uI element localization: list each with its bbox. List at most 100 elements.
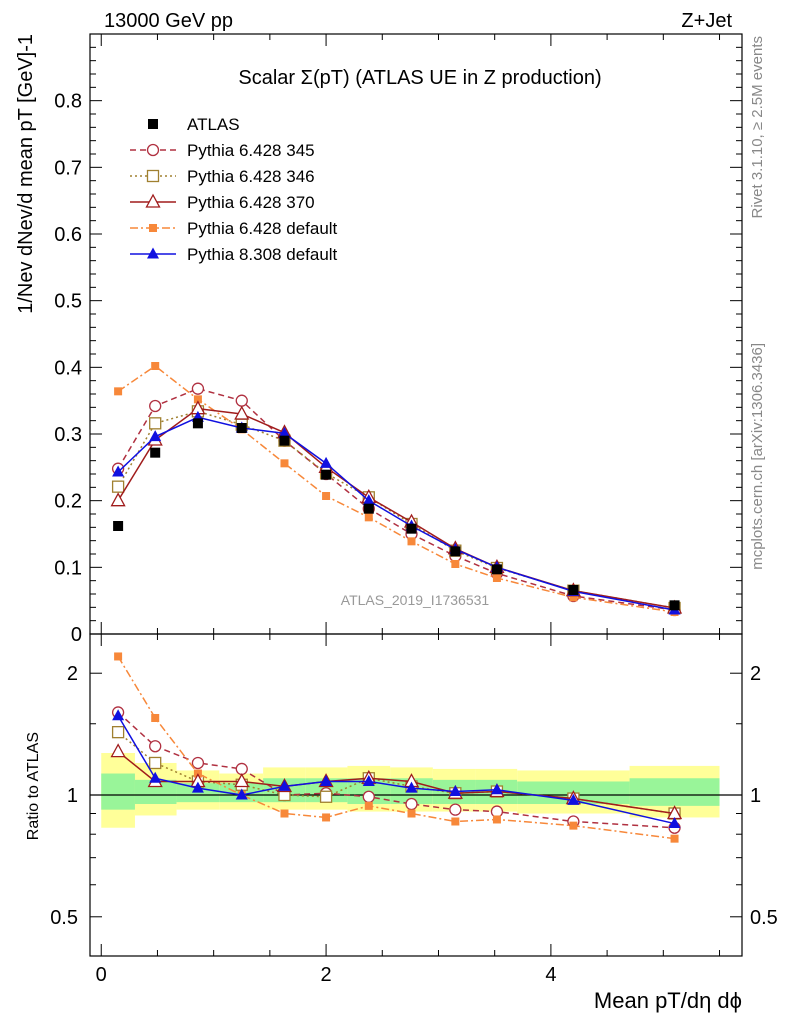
main-y-tick-label: 0.6 [54, 224, 82, 246]
data-point-atlas [450, 546, 461, 557]
ratio-point-pythia-6-428-default [364, 801, 373, 810]
data-point-pythia-6-428-345 [149, 399, 162, 413]
ratio-point-pythia-6-428-345 [149, 740, 162, 753]
legend-label-pythia-6-428-default: Pythia 6.428 default [187, 219, 338, 238]
series-atlas-data [113, 418, 680, 611]
ratio-y-tick-label-right: 2 [750, 663, 761, 685]
data-point-atlas [321, 469, 332, 480]
main-y-tick-label: 0.5 [54, 291, 82, 313]
main-y-axis-label: 1/Nev dNev/d mean pT [GeV]-1 [15, 34, 37, 314]
legend: ATLAS Pythia 6.428 345 Pythia 6.428 346 Pyt… [130, 115, 338, 264]
data-point-pythia-6-428-345 [235, 394, 248, 407]
data-point-atlas [192, 418, 203, 429]
ratio-point-pythia-6-428-346 [149, 756, 162, 770]
ratio-point-pythia-8-308-default [362, 774, 375, 786]
data-point-pythia-6-428-default [193, 395, 202, 404]
data-point-pythia-6-428-345 [191, 382, 205, 395]
ratio-y-tick-label: 2 [67, 663, 78, 685]
data-point-atlas [491, 564, 502, 575]
ratio-point-pythia-6-428-default [280, 809, 289, 818]
ratio-line-pythia-6-428-345 [117, 711, 675, 829]
ratio-point-pythia-8-308-default [278, 779, 291, 791]
data-point-pythia-6-428-default [569, 593, 578, 602]
data-point-atlas [236, 423, 247, 433]
ratio-point-pythia-6-428-345 [362, 790, 375, 803]
analysis-watermark: ATLAS_2019_I1736531 [341, 592, 490, 608]
header-process-label: Z+Jet [681, 10, 732, 32]
data-point-atlas [150, 447, 161, 458]
ratio-y-tick-label-right: 1 [750, 785, 761, 807]
main-title: Scalar Σ(pT) (ATLAS UE in Z production) [238, 67, 601, 89]
ratio-point-pythia-6-428-370 [110, 743, 126, 758]
uncertainty-band-inner [176, 783, 220, 803]
legend-item-pythia-6-428-370: Pythia 6.428 370 [130, 193, 315, 212]
ratio-point-pythia-8-308-default [191, 781, 204, 793]
ratio-point-pythia-6-428-345 [191, 756, 205, 770]
ratio-line-pythia-6-428-370 [117, 751, 675, 815]
ratio-y-axis-label: Ratio to ATLAS [25, 732, 42, 840]
ratio-point-pythia-8-308-default [449, 785, 462, 797]
ratio-y-tick-label: 0.5 [50, 907, 78, 929]
data-point-pythia-6-428-default [451, 560, 460, 568]
data-point-pythia-6-428-default [322, 492, 331, 500]
series-line-pythia-8-308-default [117, 416, 675, 611]
legend-label-pythia-6-428-346: Pythia 6.428 346 [187, 167, 315, 186]
data-point-pythia-8-308-default [149, 430, 162, 442]
ratio-point-pythia-8-308-default [405, 781, 418, 793]
uncertainty-band-inner [101, 773, 135, 810]
main-y-tick-label: 0.2 [54, 491, 82, 513]
legend-marker-pythia-6-428-default [149, 224, 157, 232]
data-point-pythia-6-428-default [114, 387, 123, 396]
legend-item-pythia-8-308-default: Pythia 8.308 default [130, 245, 338, 264]
data-point-pythia-6-428-default [364, 513, 373, 522]
ratio-point-pythia-6-428-default [569, 821, 578, 830]
data-point-pythia-6-428-default [151, 362, 160, 370]
legend-item-pythia-6-428-346: Pythia 6.428 346 [130, 167, 315, 186]
ratio-point-pythia-6-428-370 [234, 773, 250, 788]
legend-marker-pythia-6-428-345 [146, 143, 160, 157]
mcplots-label: mcplots.cern.ch [arXiv:1306.3436] [749, 343, 766, 570]
ratio-y-tick-label: 1 [67, 785, 78, 807]
ratio-point-pythia-6-428-default [492, 815, 501, 824]
legend-label-atlas: ATLAS [187, 115, 240, 134]
ratio-point-pythia-6-428-345 [490, 805, 504, 818]
data-point-pythia-8-308-default [320, 456, 333, 468]
data-point-atlas [363, 503, 374, 514]
legend-marker-atlas [148, 119, 158, 129]
data-point-atlas [406, 523, 417, 534]
legend-marker-pythia-8-308-default [147, 247, 159, 259]
ratio-point-pythia-8-308-default [235, 788, 248, 800]
data-point-pythia-6-428-default [280, 459, 289, 468]
x-axis-label: Mean pT/dη dϕ [594, 988, 742, 1013]
main-y-tick-label: 0.7 [54, 157, 82, 179]
legend-marker-pythia-6-428-370 [145, 193, 161, 208]
uncertainty-band-inner [629, 778, 720, 806]
ratio-point-pythia-8-308-default [668, 817, 681, 829]
x-tick-label: 0 [96, 964, 107, 986]
data-point-atlas [279, 435, 290, 446]
ratio-point-pythia-6-428-default [451, 817, 460, 826]
ratio-point-pythia-6-428-default [114, 652, 123, 661]
ratio-point-pythia-6-428-346 [319, 790, 333, 803]
series-line-pythia-6-428-default [117, 365, 675, 613]
main-panel: 0 0.1 0.2 0.3 0.4 0.5 0.6 0.7 0.8 [54, 33, 743, 646]
main-y-tick-label: 0.8 [54, 91, 82, 113]
header-energy-label: 13000 GeV pp [104, 10, 233, 32]
ratio-point-pythia-6-428-345 [405, 797, 418, 811]
ratio-line-pythia-8-308-default [117, 715, 675, 825]
ratio-point-pythia-8-308-default [112, 709, 125, 721]
data-point-pythia-6-428-346 [111, 480, 125, 493]
data-point-pythia-8-308-default [362, 494, 375, 506]
data-point-atlas [113, 521, 124, 531]
ratio-point-pythia-8-308-default [149, 771, 162, 783]
main-y-tick-label: 0.1 [54, 557, 82, 579]
legend-marker-pythia-6-428-346 [146, 169, 160, 183]
data-point-pythia-8-308-default [112, 465, 125, 477]
data-point-pythia-6-428-default [407, 537, 416, 546]
main-y-tick-label: 0.4 [54, 357, 82, 379]
main-y-tick-label: 0 [71, 624, 82, 646]
ratio-point-pythia-6-428-346 [111, 726, 125, 739]
ratio-point-pythia-6-428-default [151, 713, 160, 722]
